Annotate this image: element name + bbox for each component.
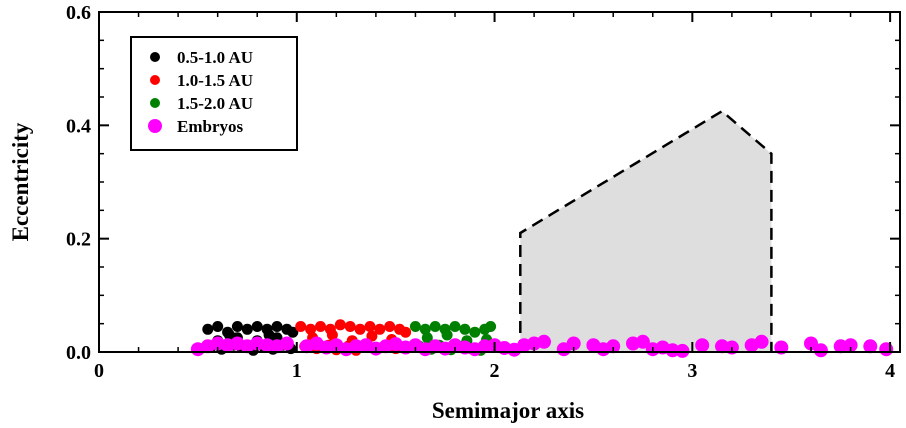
x-tick-label: 2 bbox=[490, 360, 500, 382]
data-point bbox=[537, 334, 551, 349]
y-tick-label: 0.6 bbox=[66, 2, 91, 24]
data-point bbox=[384, 321, 396, 332]
data-point bbox=[231, 321, 243, 332]
legend-marker bbox=[150, 52, 160, 62]
data-point bbox=[695, 338, 710, 353]
data-point bbox=[675, 343, 690, 358]
legend-marker bbox=[150, 75, 160, 85]
data-point bbox=[804, 336, 818, 351]
data-point bbox=[429, 321, 441, 332]
y-tick-label: 0.2 bbox=[66, 229, 91, 251]
data-point bbox=[485, 321, 497, 332]
legend-label: Embryos bbox=[177, 117, 244, 136]
data-point bbox=[843, 338, 858, 353]
legend-label: 1.0-1.5 AU bbox=[177, 71, 253, 90]
data-point bbox=[409, 321, 421, 332]
data-point bbox=[251, 321, 263, 332]
legend-marker bbox=[150, 98, 160, 108]
y-tick-label: 0.0 bbox=[66, 342, 91, 364]
data-point bbox=[441, 329, 453, 341]
data-point bbox=[241, 323, 253, 335]
data-point bbox=[354, 323, 366, 335]
x-axis-label: Semimajor axis bbox=[432, 398, 584, 423]
shaded-region bbox=[520, 111, 772, 352]
data-point bbox=[400, 326, 412, 338]
data-point bbox=[305, 323, 317, 335]
data-point bbox=[469, 326, 481, 338]
data-point bbox=[334, 319, 346, 331]
data-point bbox=[813, 343, 828, 358]
data-point bbox=[287, 326, 299, 338]
x-tick-label: 4 bbox=[885, 360, 895, 382]
data-point bbox=[202, 323, 214, 335]
data-point bbox=[366, 330, 378, 342]
data-point bbox=[449, 321, 461, 332]
data-point bbox=[459, 323, 471, 335]
data-point bbox=[419, 323, 431, 335]
data-point bbox=[421, 332, 433, 344]
y-axis-label: Eccentricity bbox=[8, 122, 33, 241]
data-point bbox=[279, 336, 294, 351]
data-point bbox=[224, 329, 235, 341]
x-tick-label: 0 bbox=[94, 360, 104, 382]
data-point bbox=[606, 339, 621, 354]
data-point bbox=[364, 321, 376, 332]
data-point bbox=[326, 329, 338, 341]
x-tick-label: 1 bbox=[292, 360, 302, 382]
data-point bbox=[271, 321, 283, 332]
legend: 0.5-1.0 AU 1.0-1.5 AU 1.5-2.0 AU Embryos bbox=[130, 36, 298, 151]
legend-label: 0.5-1.0 AU bbox=[177, 48, 253, 67]
y-tick-label: 0.4 bbox=[66, 115, 91, 137]
data-point bbox=[635, 334, 650, 349]
data-point bbox=[754, 334, 769, 349]
legend-marker bbox=[148, 119, 162, 133]
data-point bbox=[212, 321, 224, 332]
data-point bbox=[344, 321, 356, 332]
data-point bbox=[263, 329, 275, 341]
data-point bbox=[863, 339, 878, 354]
data-point bbox=[374, 323, 386, 335]
data-point bbox=[315, 321, 326, 332]
data-point bbox=[295, 321, 307, 332]
x-tick-label: 3 bbox=[687, 360, 697, 382]
data-point bbox=[566, 336, 581, 351]
shaded-region-outline bbox=[519, 109, 773, 352]
legend-label: 1.5-2.0 AU bbox=[177, 94, 253, 113]
